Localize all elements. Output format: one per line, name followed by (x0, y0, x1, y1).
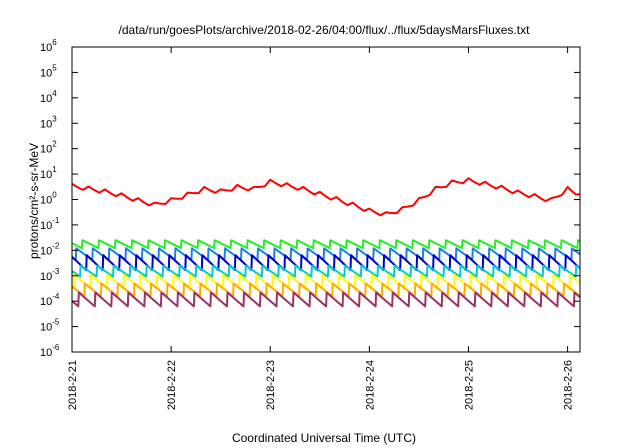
x-tick-label: 2018-2-21 (67, 360, 79, 410)
series-line-3 (71, 254, 581, 272)
y-tick-label: 104 (40, 89, 57, 105)
series-line-2 (71, 247, 581, 262)
y-tick-label: 10-3 (40, 267, 60, 283)
y-tick-label: 102 (40, 140, 57, 156)
y-tick-label: 105 (40, 63, 57, 79)
y-tick-label: 101 (40, 165, 57, 181)
series-line-1 (71, 239, 581, 250)
y-tick-label: 103 (40, 114, 57, 130)
y-tick-label: 100 (40, 191, 57, 207)
x-tick-label: 2018-2-22 (166, 360, 178, 410)
y-tick-label: 10-5 (40, 318, 60, 334)
y-tick-label: 10-4 (40, 292, 60, 308)
plot-frame (71, 46, 581, 353)
y-tick-label: 10-2 (40, 241, 60, 257)
x-axis-label: Coordinated Universal Time (UTC) (232, 431, 416, 445)
plot-area (71, 177, 581, 308)
series-line-5 (71, 273, 581, 290)
x-tick-label: 2018-2-23 (265, 360, 277, 410)
x-tick-label: 2018-2-26 (563, 360, 575, 410)
y-tick-label: 10-6 (40, 343, 60, 359)
y-tick-label: 10-1 (40, 216, 60, 232)
x-tick-label: 2018-2-24 (364, 360, 376, 410)
y-tick-label: 106 (40, 38, 57, 54)
y-axis-ticks: 10-6 10-5 10-4 10-3 10-2 10-1 100 101 102 103 104 1… (40, 38, 580, 359)
y-axis-label-text: protons/cm²-s-sr-MeV (27, 143, 41, 259)
y-axis-label: protons/cm²-s-sr-MeV (27, 143, 41, 259)
series-line-7 (71, 291, 581, 308)
series-line-0 (71, 177, 581, 217)
chart-title: /data/run/goesPlots/archive/2018-02-26/0… (119, 23, 531, 37)
x-axis-ticks: 2018-2-21 2018-2-22 2018-2-23 2018-2-24 2018… (67, 47, 575, 410)
x-tick-label: 2018-2-25 (463, 360, 475, 410)
series-line-4 (71, 264, 581, 278)
